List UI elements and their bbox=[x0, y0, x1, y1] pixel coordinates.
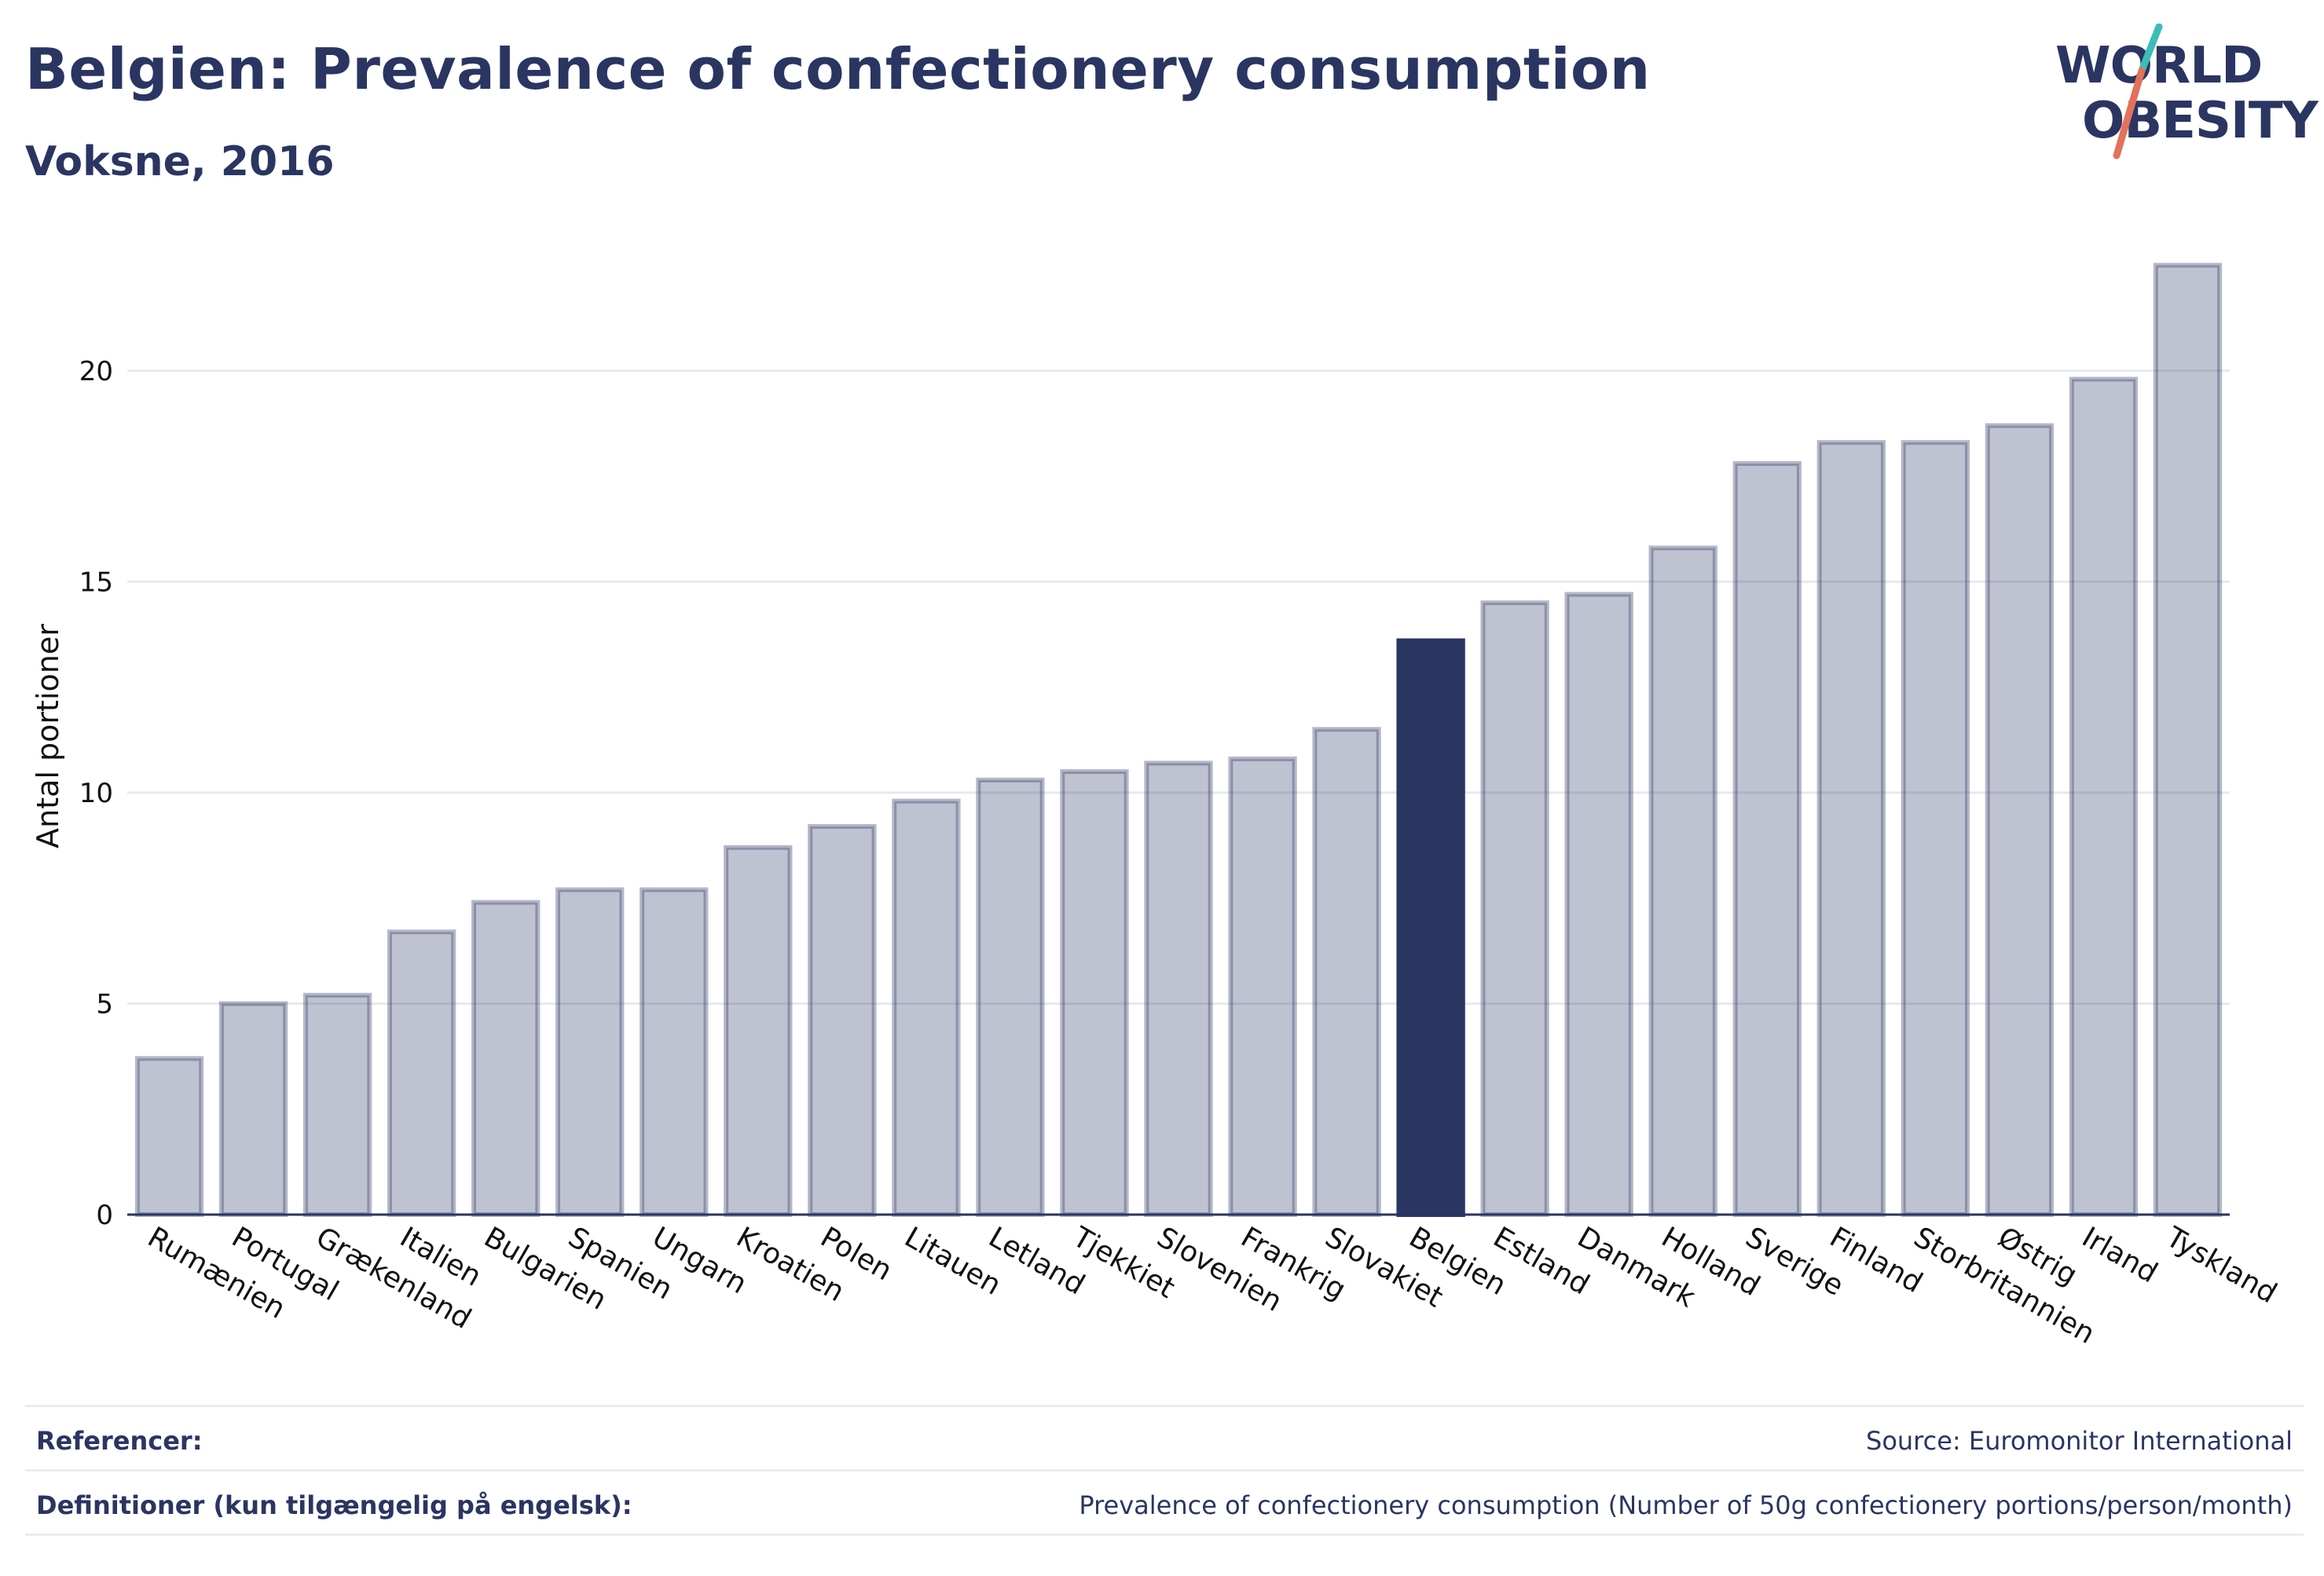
bar-kroatien bbox=[724, 845, 793, 1217]
bar-frankrig bbox=[1228, 756, 1297, 1217]
x-tick-label: Tyskland bbox=[2160, 1221, 2282, 1310]
bar-slovakiet bbox=[1312, 727, 1381, 1217]
logo-slash-icon bbox=[2113, 24, 2163, 159]
footer-definitions-row: Definitioner (kun tilgængelig på engelsk… bbox=[25, 1473, 2304, 1536]
y-tick-label: 5 bbox=[96, 988, 113, 1020]
bar-sverige bbox=[1732, 461, 1802, 1217]
y-tick-label: 20 bbox=[79, 356, 113, 387]
bar-letland bbox=[976, 777, 1045, 1217]
bar-grækenland bbox=[302, 992, 372, 1217]
bar-litauen bbox=[892, 798, 961, 1217]
definitions-label: Definitioner (kun tilgængelig på engelsk… bbox=[36, 1490, 632, 1520]
footer-divider-top bbox=[25, 1405, 2304, 1407]
bar-irland bbox=[2069, 376, 2139, 1218]
bar-ungarn bbox=[640, 887, 709, 1217]
bar-tyskland bbox=[2153, 262, 2223, 1217]
x-tick-label: Letland bbox=[983, 1221, 1090, 1301]
world-obesity-logo: WORLD OBESITY bbox=[2051, 24, 2319, 165]
x-tick-label: Estland bbox=[1488, 1221, 1595, 1301]
references-label: Referencer: bbox=[36, 1426, 203, 1456]
bar-finland bbox=[1816, 440, 1886, 1217]
logo-line-1: WORLD bbox=[2055, 37, 2263, 95]
footer-divider-bottom bbox=[25, 1534, 2304, 1536]
y-tick-label: 15 bbox=[79, 566, 113, 598]
bar-estland bbox=[1480, 600, 1549, 1217]
y-tick-label: 0 bbox=[96, 1200, 113, 1231]
definitions-value: Prevalence of confectionery consumption … bbox=[1079, 1490, 2293, 1520]
chart-title: Belgien: Prevalence of confectionery con… bbox=[25, 36, 1651, 102]
bar-bulgarien bbox=[471, 900, 541, 1217]
bar-holland bbox=[1648, 545, 1717, 1217]
bar-portugal bbox=[218, 1001, 288, 1218]
bar-østrig bbox=[1985, 423, 2055, 1217]
bar-polen bbox=[808, 823, 877, 1218]
chart-subtitle: Voksne, 2016 bbox=[25, 138, 335, 185]
bar-rumænien bbox=[134, 1056, 204, 1217]
x-tick-label: Irland bbox=[2077, 1221, 2163, 1289]
y-axis-title: Antal portioner bbox=[31, 624, 65, 848]
footer-references-row: Referencer: Source: Euromonitor Internat… bbox=[25, 1409, 2304, 1472]
x-tick-label: Litauen bbox=[899, 1221, 1006, 1302]
bar-spanien bbox=[555, 887, 625, 1217]
bar-italien bbox=[387, 929, 456, 1218]
footer-divider-middle bbox=[25, 1469, 2304, 1472]
y-tick-label: 10 bbox=[79, 778, 113, 809]
bar-slovenien bbox=[1144, 761, 1213, 1217]
bar-storbritannien bbox=[1901, 440, 1970, 1217]
bar-belgien bbox=[1396, 638, 1465, 1217]
bar-tjekkiet bbox=[1060, 769, 1129, 1217]
references-value: Source: Euromonitor International bbox=[1866, 1426, 2293, 1456]
bar-danmark bbox=[1564, 592, 1633, 1217]
